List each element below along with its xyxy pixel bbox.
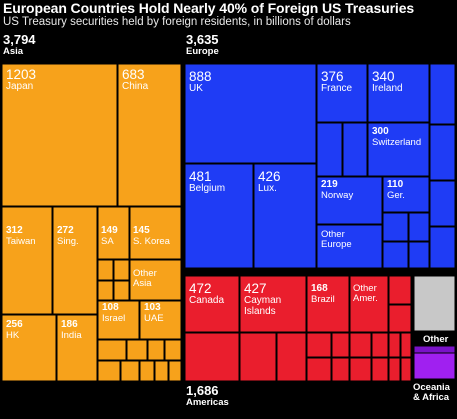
asia-minor-rect-7 xyxy=(164,339,182,361)
group-label-europe: 3,635 Europe xyxy=(186,33,219,57)
americas-minor-rect-12 xyxy=(371,357,389,382)
chart-subtitle: US Treasury securities held by foreign r… xyxy=(3,16,351,28)
europe-minor-rect-6 xyxy=(429,63,456,125)
asia-minor-rect-0 xyxy=(97,259,114,281)
americas-minor-rect-10 xyxy=(371,332,389,358)
group-name-americas: Americas xyxy=(186,397,229,408)
asia-rect-sa xyxy=(97,206,130,260)
group-name-europe: Europe xyxy=(186,46,219,57)
asia-rect-india xyxy=(56,314,98,382)
group-value-europe: 3,635 xyxy=(186,32,219,47)
americas-minor-rect-3 xyxy=(239,332,277,382)
asia-rect-taiwan xyxy=(1,206,53,315)
europe-minor-rect-0 xyxy=(316,122,343,177)
americas-minor-rect-15 xyxy=(388,357,401,382)
europe-minor-rect-2 xyxy=(382,212,409,242)
europe-rect-switzerland xyxy=(367,122,430,177)
asia-minor-rect-8 xyxy=(97,360,121,382)
asia-minor-rect-6 xyxy=(147,339,165,361)
europe-rect-ger- xyxy=(382,176,430,213)
chart-title: European Countries Hold Nearly 40% of Fo… xyxy=(3,0,415,16)
asia-minor-rect-1 xyxy=(113,259,130,281)
americas-minor-rect-4 xyxy=(276,332,307,382)
americas-minor-rect-1 xyxy=(388,304,412,333)
europe-minor-rect-8 xyxy=(429,180,456,227)
asia-rect-uae xyxy=(139,300,182,340)
americas-rect-other-amer- xyxy=(349,275,389,333)
europe-rect-lux- xyxy=(253,163,317,269)
europe-minor-rect-1 xyxy=(342,122,368,177)
americas-rect-cayman-islands xyxy=(239,275,307,333)
americas-minor-rect-6 xyxy=(331,332,350,358)
group-label-asia: 3,794 Asia xyxy=(3,33,36,57)
europe-minor-rect-4 xyxy=(382,241,409,269)
americas-minor-rect-5 xyxy=(306,332,332,358)
group-label-other: Other xyxy=(423,334,448,345)
asia-minor-rect-10 xyxy=(139,360,155,382)
asia-minor-rect-4 xyxy=(97,339,127,361)
europe-rect-france xyxy=(316,63,368,123)
americas-rect-brazil xyxy=(306,275,350,333)
americas-minor-rect-7 xyxy=(306,357,332,382)
europe-rect-norway xyxy=(316,176,383,225)
americas-minor-rect-0 xyxy=(388,275,412,305)
americas-rect-canada xyxy=(184,275,240,333)
asia-minor-rect-3 xyxy=(113,280,130,301)
europe-minor-rect-5 xyxy=(408,241,430,269)
europe-rect-uk xyxy=(184,63,317,164)
asia-minor-rect-9 xyxy=(120,360,140,382)
asia-rect-israel xyxy=(97,300,140,340)
europe-rect-other-europe xyxy=(316,224,383,269)
group-name-oceania-africa: Oceania & Africa xyxy=(413,382,450,404)
group-name-asia: Asia xyxy=(3,46,24,57)
europe-minor-rect-7 xyxy=(429,124,456,181)
asia-rect-hk xyxy=(1,314,57,382)
asia-minor-rect-11 xyxy=(154,360,169,382)
other-rect xyxy=(413,275,456,332)
europe-minor-rect-3 xyxy=(408,212,430,242)
group-value-asia: 3,794 xyxy=(3,32,36,47)
europe-rect-belgium xyxy=(184,163,254,269)
asia-minor-rect-12 xyxy=(168,360,182,382)
asia-rect-sing- xyxy=(52,206,98,315)
group-label-oceania-africa: Oceania & Africa xyxy=(413,382,457,404)
americas-minor-rect-8 xyxy=(331,357,350,382)
group-value-americas: 1,686 xyxy=(186,383,219,398)
oceania-africa-minor-rect xyxy=(413,345,456,354)
europe-rect-ireland xyxy=(367,63,430,123)
americas-minor-rect-9 xyxy=(349,332,372,358)
asia-rect-other-asia xyxy=(129,259,182,301)
americas-minor-rect-16 xyxy=(400,357,412,382)
group-label-americas: 1,686 Americas xyxy=(186,384,229,408)
americas-minor-rect-14 xyxy=(400,332,412,358)
asia-rect-japan xyxy=(1,63,118,207)
group-name-other: Other xyxy=(423,334,449,345)
americas-minor-rect-13 xyxy=(388,332,401,358)
americas-minor-rect-2 xyxy=(184,332,240,382)
asia-minor-rect-2 xyxy=(97,280,114,301)
americas-minor-rect-11 xyxy=(349,357,372,382)
asia-rect-china xyxy=(117,63,182,207)
asia-minor-rect-5 xyxy=(126,339,148,361)
europe-minor-rect-9 xyxy=(429,226,456,269)
asia-rect-s-korea xyxy=(129,206,182,260)
